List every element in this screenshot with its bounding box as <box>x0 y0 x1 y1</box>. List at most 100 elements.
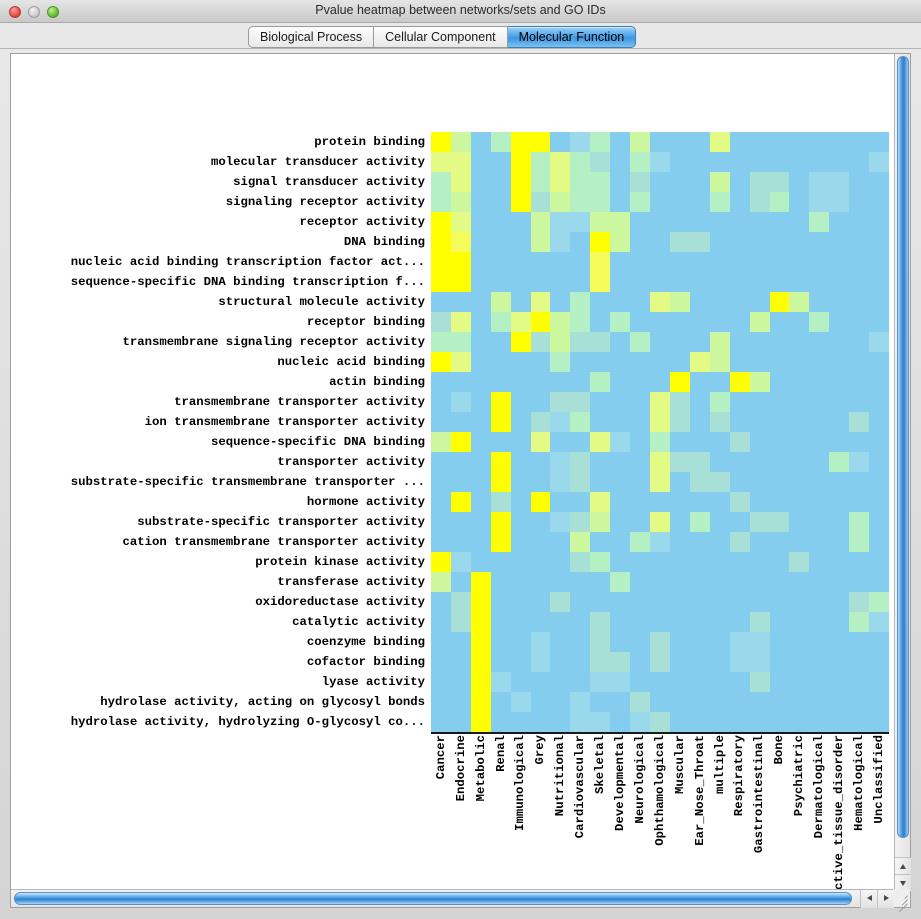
heatmap-cell[interactable] <box>450 152 471 172</box>
heatmap-cell[interactable] <box>849 392 870 412</box>
heatmap-cell[interactable] <box>470 612 491 632</box>
heatmap-cell[interactable] <box>689 232 710 252</box>
heatmap-cell[interactable] <box>510 492 531 512</box>
heatmap-cell[interactable] <box>590 592 611 612</box>
heatmap-cell[interactable] <box>510 172 531 192</box>
heatmap-cell[interactable] <box>729 412 750 432</box>
heatmap-cell[interactable] <box>570 352 591 372</box>
scroll-right-arrow-icon[interactable] <box>877 890 894 908</box>
heatmap-cell[interactable] <box>729 192 750 212</box>
heatmap-cell[interactable] <box>630 252 651 272</box>
heatmap-cell[interactable] <box>470 512 491 532</box>
heatmap-cell[interactable] <box>630 372 651 392</box>
heatmap-cell[interactable] <box>570 312 591 332</box>
heatmap-cell[interactable] <box>510 292 531 312</box>
heatmap-cell[interactable] <box>570 692 591 712</box>
heatmap-cell[interactable] <box>849 272 870 292</box>
heatmap-cell[interactable] <box>510 652 531 672</box>
heatmap-cell[interactable] <box>450 172 471 192</box>
heatmap-cell[interactable] <box>789 232 810 252</box>
heatmap-cell[interactable] <box>490 432 511 452</box>
heatmap-cell[interactable] <box>431 432 451 452</box>
heatmap-cell[interactable] <box>829 632 850 652</box>
heatmap-cell[interactable] <box>650 132 670 152</box>
heatmap-cell[interactable] <box>570 212 591 232</box>
heatmap-cell[interactable] <box>431 332 451 352</box>
heatmap-cell[interactable] <box>749 572 770 592</box>
heatmap-cell[interactable] <box>829 692 850 712</box>
heatmap-cell[interactable] <box>729 152 750 172</box>
heatmap-cell[interactable] <box>669 552 690 572</box>
heatmap-cell[interactable] <box>689 452 710 472</box>
heatmap-cell[interactable] <box>849 292 870 312</box>
heatmap-cell[interactable] <box>729 472 750 492</box>
horizontal-scrollbar[interactable] <box>11 889 894 908</box>
heatmap-cell[interactable] <box>590 152 611 172</box>
heatmap-cell[interactable] <box>669 152 690 172</box>
heatmap-cell[interactable] <box>450 372 471 392</box>
heatmap-cell[interactable] <box>530 152 551 172</box>
heatmap-cell[interactable] <box>769 212 790 232</box>
heatmap-cell[interactable] <box>809 552 830 572</box>
heatmap-cell[interactable] <box>510 572 531 592</box>
heatmap-cell[interactable] <box>530 572 551 592</box>
heatmap-cell[interactable] <box>650 512 670 532</box>
heatmap-cell[interactable] <box>729 512 750 532</box>
heatmap-cell[interactable] <box>530 592 551 612</box>
heatmap-cell[interactable] <box>789 432 810 452</box>
heatmap-cell[interactable] <box>570 272 591 292</box>
heatmap-cell[interactable] <box>570 412 591 432</box>
heatmap-cell[interactable] <box>630 472 651 492</box>
heatmap-cell[interactable] <box>869 552 889 572</box>
heatmap-cell[interactable] <box>729 132 750 152</box>
heatmap-cell[interactable] <box>789 492 810 512</box>
heatmap-cell[interactable] <box>650 252 670 272</box>
minimize-button[interactable] <box>28 6 40 18</box>
heatmap-cell[interactable] <box>709 192 730 212</box>
heatmap-cell[interactable] <box>829 472 850 492</box>
heatmap-cell[interactable] <box>570 372 591 392</box>
heatmap-cell[interactable] <box>550 192 571 212</box>
heatmap-cell[interactable] <box>769 632 790 652</box>
heatmap-cell[interactable] <box>829 292 850 312</box>
heatmap-cell[interactable] <box>769 692 790 712</box>
heatmap-cell[interactable] <box>490 132 511 152</box>
heatmap-cell[interactable] <box>809 232 830 252</box>
heatmap-cell[interactable] <box>829 552 850 572</box>
heatmap-cell[interactable] <box>470 532 491 552</box>
heatmap-cell[interactable] <box>550 252 571 272</box>
heatmap-cell[interactable] <box>550 312 571 332</box>
heatmap-cell[interactable] <box>709 652 730 672</box>
heatmap-cell[interactable] <box>689 652 710 672</box>
heatmap-cell[interactable] <box>470 272 491 292</box>
heatmap-cell[interactable] <box>669 312 690 332</box>
heatmap-cell[interactable] <box>869 492 889 512</box>
heatmap-cell[interactable] <box>829 412 850 432</box>
heatmap-cell[interactable] <box>749 512 770 532</box>
heatmap-cell[interactable] <box>729 592 750 612</box>
heatmap-cell[interactable] <box>510 152 531 172</box>
heatmap-cell[interactable] <box>610 372 631 392</box>
heatmap-cell[interactable] <box>669 532 690 552</box>
heatmap-cell[interactable] <box>590 672 611 692</box>
heatmap-cell[interactable] <box>869 472 889 492</box>
heatmap-cell[interactable] <box>869 712 889 732</box>
heatmap-cell[interactable] <box>650 292 670 312</box>
heatmap-cell[interactable] <box>829 152 850 172</box>
heatmap-cell[interactable] <box>829 712 850 732</box>
heatmap-cell[interactable] <box>869 452 889 472</box>
heatmap-cell[interactable] <box>749 612 770 632</box>
heatmap-cell[interactable] <box>450 192 471 212</box>
heatmap-cell[interactable] <box>709 232 730 252</box>
heatmap-cell[interactable] <box>689 572 710 592</box>
heatmap-cell[interactable] <box>630 132 651 152</box>
heatmap-cell[interactable] <box>610 272 631 292</box>
heatmap-cell[interactable] <box>450 352 471 372</box>
heatmap-cell[interactable] <box>431 272 451 292</box>
heatmap-cell[interactable] <box>869 372 889 392</box>
heatmap-cell[interactable] <box>510 512 531 532</box>
heatmap-cell[interactable] <box>630 232 651 252</box>
heatmap-cell[interactable] <box>431 412 451 432</box>
heatmap-cell[interactable] <box>530 192 551 212</box>
heatmap-cell[interactable] <box>490 612 511 632</box>
